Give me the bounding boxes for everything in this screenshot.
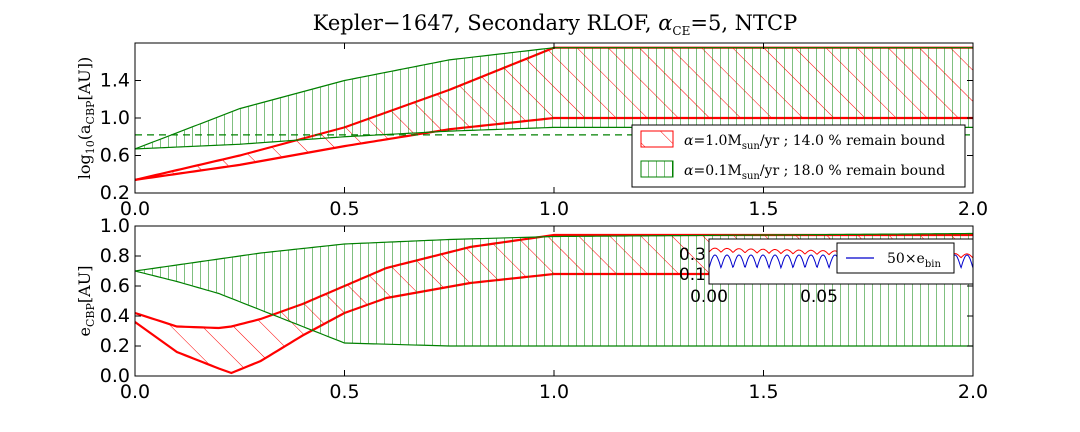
bottom-ytick-label: 0.6 bbox=[100, 275, 130, 297]
top-xtick-label: 2.0 bbox=[958, 198, 988, 220]
legend-label-green: α=0.1Msun/yr ; 18.0 % remain bound bbox=[684, 163, 945, 182]
chart-title: Kepler−1647, Secondary RLOF, αCE=5, NTCP bbox=[313, 11, 798, 38]
bottom-xtick-label: 0.5 bbox=[329, 381, 359, 403]
top-ylabel: log10(aCBP[AU]) bbox=[75, 57, 97, 179]
bottom-ytick-label: 0.0 bbox=[100, 365, 130, 387]
legend-box bbox=[631, 124, 966, 188]
inset-xtick-label: 0.00 bbox=[690, 287, 728, 307]
bottom-xtick-label: 2.0 bbox=[958, 381, 988, 403]
legend-swatch-red bbox=[640, 130, 674, 148]
legend-label-red: α=1.0Msun/yr ; 14.0 % remain bound bbox=[684, 133, 945, 152]
bottom-ytick-label: 0.2 bbox=[100, 335, 130, 357]
top-ytick-label: 1.4 bbox=[100, 70, 130, 92]
bottom-ytick-label: 0.8 bbox=[100, 245, 130, 267]
bottom-ticks: 0.0 0.5 1.0 1.5 2.0 0.0 0.2 0.4 0.6 0.8 1.0 bbox=[100, 215, 988, 403]
inset-ytick-label: 0.3 bbox=[679, 245, 706, 265]
top-ticks: 0.0 0.5 1.0 1.5 2.0 0.2 0.6 1.0 1.4 bbox=[100, 43, 988, 220]
top-band-1 bbox=[135, 47, 973, 149]
bottom-ytick-label: 0.4 bbox=[100, 305, 130, 327]
inset: 0.00 0.05 0.30.1 50×ebin bbox=[679, 238, 974, 307]
top-ytick-label: 0.2 bbox=[100, 182, 130, 204]
bottom-panel: 0.0 0.5 1.0 1.5 2.0 0.0 0.2 0.4 0.6 0.8 1.0 eCBP[A… bbox=[75, 215, 988, 403]
top-xtick-label: 0.0 bbox=[120, 198, 150, 220]
top-xtick-label: 1.0 bbox=[539, 198, 569, 220]
legend-entry-red: α=1.0Msun/yr ; 14.0 % remain bound bbox=[640, 130, 945, 152]
bottom-upper-line-1 bbox=[135, 232, 973, 272]
inset-ticks: 0.00 0.05 0.30.1 bbox=[679, 245, 838, 307]
top-ytick-label: 1.0 bbox=[100, 107, 130, 129]
bottom-ylabel: eCBP[AU] bbox=[75, 266, 97, 337]
bottom-xtick-label: 1.0 bbox=[539, 381, 569, 403]
inset-frame bbox=[708, 238, 974, 285]
top-xtick-label: 0.5 bbox=[329, 198, 359, 220]
top-legend: α=1.0Msun/yr ; 14.0 % remain bound α=0.1… bbox=[631, 124, 966, 188]
legend-entry-green: α=0.1Msun/yr ; 18.0 % remain bound bbox=[640, 160, 945, 182]
bottom-xtick-label: 0.0 bbox=[120, 381, 150, 403]
legend-swatch-green bbox=[640, 160, 674, 178]
inset-xtick-label: 0.05 bbox=[800, 287, 838, 307]
inset-legend: 50×ebin bbox=[836, 242, 955, 274]
bottom-lower-line-1 bbox=[135, 270, 973, 347]
bottom-xtick-label: 1.5 bbox=[748, 381, 778, 403]
bottom-ytick-label: 1.0 bbox=[100, 215, 130, 237]
inset-ytick-label: 0.1 bbox=[679, 265, 706, 285]
top-xtick-label: 1.5 bbox=[748, 198, 778, 220]
top-ytick-label: 0.6 bbox=[100, 145, 130, 167]
inset-legend-label: 50×ebin bbox=[887, 251, 941, 270]
top-panel: 0.0 0.5 1.0 1.5 2.0 0.2 0.6 1.0 1.4 log10(aCBP[A… bbox=[75, 42, 988, 220]
